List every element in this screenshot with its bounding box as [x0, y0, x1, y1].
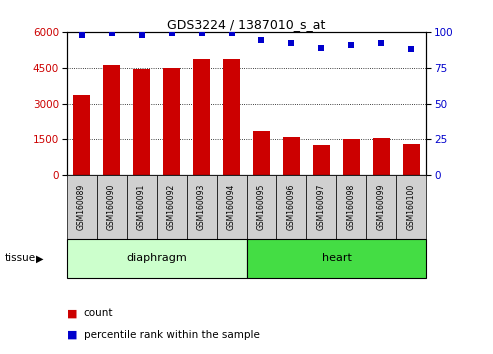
Text: heart: heart	[321, 253, 352, 263]
Bar	[73, 95, 90, 175]
Text: GSM160096: GSM160096	[287, 184, 296, 230]
Bar	[193, 59, 210, 175]
Text: ■: ■	[67, 330, 77, 339]
Bar	[403, 144, 420, 175]
Text: GSM160089: GSM160089	[77, 184, 86, 230]
Text: GSM160092: GSM160092	[167, 184, 176, 230]
Point	[198, 30, 206, 36]
Point	[168, 30, 176, 36]
Bar	[253, 131, 270, 175]
Point	[317, 45, 325, 51]
Bar	[373, 138, 389, 175]
Bar	[223, 59, 240, 175]
Text: GSM160099: GSM160099	[377, 184, 386, 230]
Point	[287, 40, 295, 46]
Bar	[313, 145, 330, 175]
Bar	[163, 68, 180, 175]
Point	[408, 46, 416, 52]
Text: ▶: ▶	[36, 253, 43, 263]
Text: diaphragm: diaphragm	[126, 253, 187, 263]
Bar	[133, 69, 150, 175]
Text: GSM160090: GSM160090	[107, 184, 116, 230]
Text: GSM160091: GSM160091	[137, 184, 146, 230]
Point	[107, 30, 115, 36]
Point	[378, 40, 386, 46]
Text: GSM160093: GSM160093	[197, 184, 206, 230]
Point	[348, 42, 355, 47]
Bar	[283, 137, 300, 175]
Bar	[343, 139, 360, 175]
Title: GDS3224 / 1387010_s_at: GDS3224 / 1387010_s_at	[167, 18, 326, 31]
Point	[228, 30, 236, 36]
Text: count: count	[84, 308, 113, 318]
Point	[257, 38, 265, 43]
Bar	[104, 65, 120, 175]
Text: GSM160097: GSM160097	[317, 184, 326, 230]
Point	[138, 32, 145, 38]
Point	[77, 32, 85, 38]
Text: ■: ■	[67, 308, 77, 318]
Text: percentile rank within the sample: percentile rank within the sample	[84, 330, 260, 339]
Text: GSM160100: GSM160100	[407, 184, 416, 230]
Text: GSM160098: GSM160098	[347, 184, 356, 230]
Text: GSM160094: GSM160094	[227, 184, 236, 230]
Text: GSM160095: GSM160095	[257, 184, 266, 230]
Text: tissue: tissue	[5, 253, 36, 263]
